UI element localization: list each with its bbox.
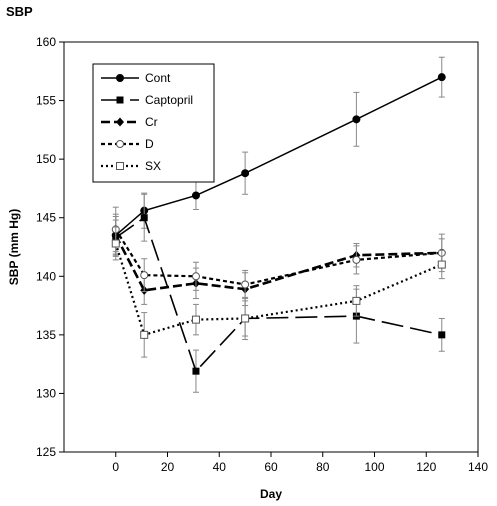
data-point bbox=[140, 271, 149, 280]
y-tick-label: 145 bbox=[36, 211, 56, 225]
series-d bbox=[111, 206, 446, 300]
x-tick-label: 20 bbox=[161, 460, 175, 474]
x-tick-label: 120 bbox=[416, 460, 436, 474]
legend: Cont Captopril Cr D SX bbox=[92, 63, 215, 183]
x-tick-label: 60 bbox=[264, 460, 278, 474]
data-point bbox=[241, 314, 250, 323]
y-tick-label: 155 bbox=[36, 94, 56, 108]
data-point bbox=[352, 115, 361, 124]
data-point bbox=[437, 73, 446, 82]
data-point bbox=[352, 255, 361, 264]
plot-area: 125 130 135 140 145 150 155 160 0 20 40 60 80 100 120 1… bbox=[36, 35, 488, 474]
legend-marker bbox=[116, 140, 124, 148]
data-point bbox=[241, 280, 250, 289]
legend-label: Cr bbox=[145, 115, 158, 129]
data-point bbox=[191, 315, 200, 324]
y-tick-label: 135 bbox=[36, 328, 56, 342]
chart-title: SBP bbox=[6, 4, 33, 19]
data-point bbox=[437, 260, 446, 269]
legend-box bbox=[92, 63, 215, 183]
y-tick-label: 150 bbox=[36, 152, 56, 166]
y-tick-label: 125 bbox=[36, 445, 56, 459]
data-point bbox=[438, 331, 446, 339]
x-tick-label: 0 bbox=[112, 460, 119, 474]
legend-label: Captopril bbox=[145, 93, 193, 107]
data-point bbox=[140, 214, 148, 222]
series-line bbox=[115, 216, 442, 373]
legend-marker bbox=[116, 74, 124, 82]
series-line bbox=[114, 228, 442, 286]
series-cr bbox=[111, 216, 446, 307]
series-line bbox=[114, 243, 443, 337]
series-sx bbox=[111, 226, 446, 358]
data-point bbox=[191, 272, 200, 281]
data-point bbox=[111, 239, 120, 248]
x-axis-label: Day bbox=[260, 487, 282, 501]
data-point bbox=[192, 367, 200, 375]
legend-label: D bbox=[145, 137, 154, 151]
x-tick-label: 80 bbox=[316, 460, 330, 474]
data-point bbox=[140, 330, 149, 339]
x-tick-label: 140 bbox=[468, 460, 488, 474]
legend-marker bbox=[116, 117, 124, 127]
series-line bbox=[115, 76, 443, 236]
x-tick-label: 40 bbox=[213, 460, 227, 474]
data-point bbox=[191, 191, 200, 200]
y-axis-label: SBP (mm Hg) bbox=[7, 209, 21, 285]
legend-label: SX bbox=[145, 159, 161, 173]
series-line bbox=[114, 234, 442, 292]
y-tick-label: 130 bbox=[36, 386, 56, 400]
legend-marker bbox=[116, 96, 124, 104]
x-tick-label: 100 bbox=[364, 460, 384, 474]
y-tick-label: 140 bbox=[36, 269, 56, 283]
legend-label: Cont bbox=[145, 71, 171, 85]
data-point bbox=[241, 169, 250, 178]
legend-marker bbox=[116, 162, 124, 170]
series-captopril bbox=[112, 193, 446, 393]
y-tick-label: 160 bbox=[36, 35, 56, 49]
data-point bbox=[352, 296, 361, 305]
